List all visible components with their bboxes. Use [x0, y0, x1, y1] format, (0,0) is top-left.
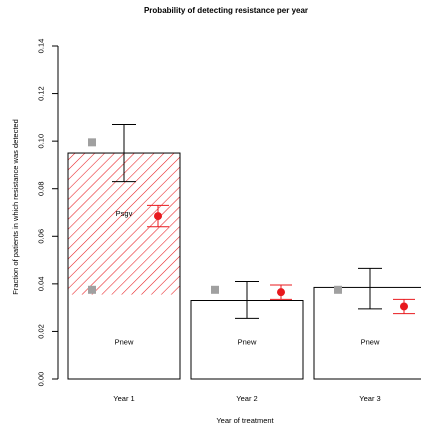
red-point — [277, 288, 285, 297]
bar-segment-pnew — [314, 287, 421, 379]
plot-area: 0.00 0.02 0.04 0.06 0.08 0.10 0.12 0.14 Pnew Psgv… — [37, 39, 421, 403]
grey-point — [334, 285, 342, 294]
y-tick-label: 0.04 — [37, 277, 46, 292]
bar-segment-label: Pnew — [238, 338, 257, 347]
bar-segment-label: Psgv — [116, 209, 133, 218]
x-tick-label: Year 1 — [113, 394, 134, 403]
y-tick-label: 0.10 — [37, 134, 46, 149]
grey-point — [211, 285, 219, 294]
y-tick-label: 0.12 — [37, 86, 46, 101]
bar-segment-label: Pnew — [115, 338, 134, 347]
red-point — [400, 302, 408, 311]
y-tick-label: 0.02 — [37, 324, 46, 339]
grey-point — [88, 138, 96, 147]
y-tick-label: 0.14 — [37, 39, 46, 54]
red-point — [154, 212, 162, 221]
x-axis-label: Year of treatment — [216, 416, 274, 425]
y-axis-label: Fraction of patients in which resistance… — [11, 119, 20, 295]
x-tick-label: Year 2 — [236, 394, 257, 403]
bar-segment-label: Pnew — [361, 338, 380, 347]
bar-segment-pnew — [68, 294, 180, 379]
y-tick-label: 0.08 — [37, 181, 46, 196]
y-tick-label: 0.06 — [37, 229, 46, 244]
x-tick-label: Year 3 — [359, 394, 380, 403]
grey-point — [88, 285, 96, 294]
y-tick-label: 0.00 — [37, 372, 46, 387]
chart-title: Probability of detecting resistance per … — [144, 6, 308, 15]
